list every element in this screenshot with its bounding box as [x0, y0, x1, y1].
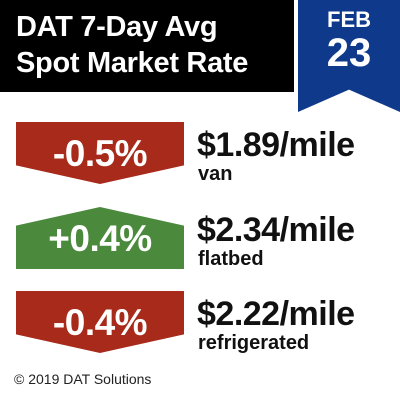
van-label: van — [198, 163, 233, 185]
refrigerated-change-value: -0.4% — [52, 301, 148, 343]
title-line-2: Spot Market Rate — [16, 47, 249, 79]
flatbed-price: $2.34/mile — [197, 211, 355, 249]
flatbed-change-badge: +0.4% — [16, 207, 184, 269]
refrigerated-change-badge: -0.4% — [16, 291, 184, 353]
date-ribbon: FEB 23 — [298, 0, 400, 112]
date-month: FEB — [327, 7, 371, 32]
flatbed-change-value: +0.4% — [48, 217, 152, 259]
title-line-1: DAT 7-Day Avg — [16, 11, 218, 43]
van-price: $1.89/mile — [197, 126, 355, 164]
refrigerated-label: refrigerated — [198, 332, 310, 354]
flatbed-label: flatbed — [198, 248, 264, 270]
van-change-value: -0.5% — [52, 132, 148, 174]
van-change-badge: -0.5% — [16, 122, 184, 184]
date-day: 23 — [326, 31, 372, 75]
refrigerated-price: $2.22/mile — [197, 295, 355, 333]
title-banner: DAT 7-Day Avg Spot Market Rate — [0, 0, 294, 92]
copyright-notice: © 2019 DAT Solutions — [14, 371, 152, 387]
